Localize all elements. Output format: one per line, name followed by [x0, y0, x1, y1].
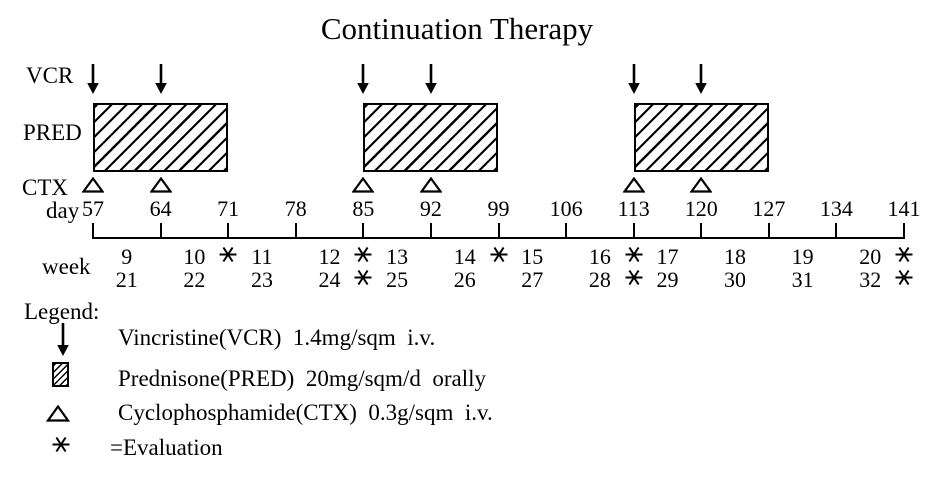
day-tick-label: 113	[617, 196, 650, 221]
evaluation-star-icon	[354, 269, 372, 286]
week-number-row2: 32	[859, 267, 882, 292]
evaluation-star-icon	[895, 246, 913, 263]
ctx-dose-triangle-icon	[690, 177, 713, 193]
ctx-dose-triangle-icon	[622, 177, 645, 193]
week-number-row1: 19	[791, 244, 814, 269]
week-axis-label: week	[42, 254, 91, 279]
legend-ctx-triangle-icon	[46, 405, 70, 422]
vcr-row-label: VCR	[26, 63, 74, 88]
pred-hatched-block	[93, 103, 229, 172]
legend-vcr-arrow-icon	[55, 323, 71, 356]
week-number-row1: 9	[121, 244, 133, 269]
figure-title: Continuation Therapy	[320, 11, 594, 46]
vcr-dose-arrow-icon	[626, 64, 642, 94]
legend-pred-hatch-icon	[52, 362, 69, 387]
week-number-row1: 14	[453, 244, 476, 269]
vcr-dose-arrow-icon	[693, 64, 709, 94]
week-number-row2: 31	[791, 267, 814, 292]
legend-pred-text: Prednisone(PRED) 20mg/sqm/d orally	[118, 366, 486, 391]
week-number-row1: 15	[521, 244, 544, 269]
week-number-row1: 12	[318, 244, 341, 269]
week-number-row1: 10	[183, 244, 206, 269]
axis-tick	[159, 223, 162, 238]
axis-tick	[767, 223, 770, 238]
axis-tick	[835, 223, 838, 238]
pred-hatched-block	[363, 103, 499, 172]
evaluation-star-icon	[625, 246, 643, 263]
day-tick-label: 78	[284, 196, 307, 221]
axis-tick	[903, 223, 905, 238]
evaluation-star-icon	[219, 246, 237, 263]
legend-heading: Legend:	[24, 299, 100, 324]
week-number-row2: 28	[588, 267, 611, 292]
week-number-row1: 17	[656, 244, 679, 269]
ctx-dose-triangle-icon	[352, 177, 375, 193]
evaluation-star-icon	[490, 246, 508, 263]
timeline-axis-line	[92, 237, 905, 239]
week-number-row1: 11	[251, 244, 273, 269]
day-tick-label: 92	[419, 196, 442, 221]
week-number-row2: 23	[250, 267, 273, 292]
vcr-dose-arrow-icon	[355, 64, 371, 94]
legend-evaluation-star-icon	[52, 436, 70, 453]
day-tick-label: 134	[819, 196, 853, 221]
legend-vcr-text: Vincristine(VCR) 1.4mg/sqm i.v.	[118, 325, 436, 350]
axis-tick	[632, 223, 635, 238]
axis-tick	[429, 223, 432, 238]
day-tick-label: 141	[887, 196, 921, 221]
legend-evaluation-text: =Evaluation	[110, 435, 223, 460]
day-tick-label: 57	[82, 196, 104, 221]
week-number-row2: 27	[521, 267, 544, 292]
legend-ctx-text: Cyclophosphamide(CTX) 0.3g/sqm i.v.	[118, 400, 493, 425]
ctx-dose-triangle-icon	[149, 177, 172, 193]
axis-tick	[294, 223, 297, 238]
axis-tick	[227, 223, 230, 238]
day-axis-label: day	[46, 198, 80, 223]
day-tick-label: 85	[352, 196, 375, 221]
ctx-dose-triangle-icon	[82, 177, 104, 193]
day-tick-label: 120	[684, 196, 718, 221]
week-number-row2: 22	[183, 267, 206, 292]
week-number-row2: 24	[318, 267, 341, 292]
pred-hatched-block	[633, 103, 769, 172]
pred-row-label: PRED	[23, 120, 82, 145]
ctx-row-label: CTX	[22, 175, 68, 200]
week-number-row2: 21	[115, 267, 138, 292]
evaluation-star-icon	[625, 269, 643, 286]
week-number-row2: 30	[724, 267, 747, 292]
week-number-row1: 18	[724, 244, 747, 269]
axis-tick	[700, 223, 703, 238]
week-number-row1: 13	[386, 244, 409, 269]
axis-tick	[565, 223, 568, 238]
axis-tick	[92, 223, 94, 238]
evaluation-star-icon	[895, 269, 913, 286]
week-number-row1: 20	[859, 244, 882, 269]
day-tick-label: 99	[487, 196, 510, 221]
week-number-row2: 29	[656, 267, 679, 292]
day-tick-label: 127	[752, 196, 786, 221]
ctx-dose-triangle-icon	[419, 177, 442, 193]
vcr-dose-arrow-icon	[153, 64, 169, 94]
vcr-dose-arrow-icon	[423, 64, 439, 94]
week-number-row1: 16	[588, 244, 611, 269]
week-number-row2: 26	[453, 267, 476, 292]
axis-tick	[362, 223, 365, 238]
axis-tick	[497, 223, 500, 238]
evaluation-star-icon	[354, 246, 372, 263]
vcr-dose-arrow-icon	[85, 64, 101, 94]
day-tick-label: 106	[549, 196, 583, 221]
day-tick-label: 71	[217, 196, 240, 221]
week-number-row2: 25	[386, 267, 409, 292]
day-tick-label: 64	[149, 196, 172, 221]
